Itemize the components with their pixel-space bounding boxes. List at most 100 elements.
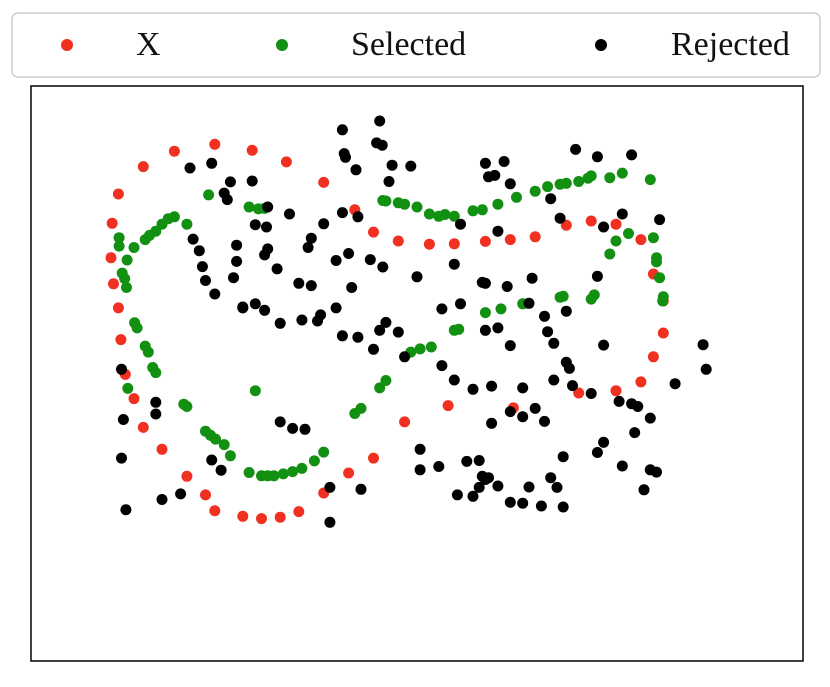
point-selected-25 xyxy=(318,446,330,458)
point-selected-5 xyxy=(131,322,143,334)
point-rejected-154 xyxy=(517,497,529,509)
point-rejected-132 xyxy=(414,464,426,476)
point-rejected-115 xyxy=(117,414,129,425)
point-x-46 xyxy=(112,188,124,200)
point-rejected-73 xyxy=(271,263,283,275)
point-rejected-111 xyxy=(489,169,501,181)
point-selected-21 xyxy=(277,468,289,480)
point-selected-61 xyxy=(511,191,522,203)
point-rejected-102 xyxy=(455,298,466,310)
point-rejected-50 xyxy=(644,412,656,424)
point-selected-83 xyxy=(121,254,133,266)
point-rejected-106 xyxy=(542,326,554,338)
point-rejected-68 xyxy=(346,282,358,293)
point-rejected-33 xyxy=(436,360,448,372)
point-rejected-133 xyxy=(461,455,473,467)
legend-marker-rejected xyxy=(595,39,607,51)
point-rejected-97 xyxy=(352,211,364,223)
point-x-10 xyxy=(209,505,221,517)
point-rejected-51 xyxy=(669,378,681,390)
point-x-32 xyxy=(529,231,541,243)
point-rejected-156 xyxy=(557,501,569,513)
point-rejected-3 xyxy=(336,124,348,136)
point-rejected-61 xyxy=(479,277,491,289)
point-selected-47 xyxy=(651,256,662,268)
point-rejected-120 xyxy=(156,494,168,505)
point-rejected-94 xyxy=(305,232,317,244)
point-rejected-128 xyxy=(355,483,367,495)
point-rejected-99 xyxy=(315,309,327,321)
point-x-45 xyxy=(137,161,149,173)
point-rejected-101 xyxy=(436,303,448,315)
point-rejected-127 xyxy=(324,481,336,493)
point-x-19 xyxy=(442,400,454,412)
point-selected-71 xyxy=(392,197,404,209)
point-x-29 xyxy=(610,218,622,230)
point-rejected-89 xyxy=(221,194,233,206)
point-rejected-57 xyxy=(539,310,550,322)
point-rejected-96 xyxy=(336,207,348,219)
point-rejected-47 xyxy=(585,388,597,399)
legend: X Selected Rejected xyxy=(11,12,821,78)
point-rejected-114 xyxy=(116,363,127,375)
point-selected-28 xyxy=(374,382,386,394)
point-rejected-155 xyxy=(535,500,547,512)
point-selected-73 xyxy=(377,195,389,206)
point-rejected-8 xyxy=(405,160,417,172)
point-rejected-14 xyxy=(545,193,557,205)
point-selected-16 xyxy=(224,450,236,462)
point-rejected-9 xyxy=(383,176,395,187)
point-rejected-37 xyxy=(517,382,529,394)
point-rejected-44 xyxy=(539,415,550,427)
legend-marker-selected xyxy=(276,39,288,51)
point-rejected-7 xyxy=(386,159,398,171)
point-rejected-144 xyxy=(629,427,641,439)
point-rejected-137 xyxy=(523,481,535,493)
point-rejected-45 xyxy=(529,402,541,414)
point-selected-23 xyxy=(296,462,308,474)
point-rejected-134 xyxy=(473,455,485,466)
point-rejected-18 xyxy=(598,221,610,233)
point-x-37 xyxy=(392,235,404,247)
point-rejected-59 xyxy=(501,281,513,292)
point-rejected-58 xyxy=(523,297,535,309)
point-rejected-70 xyxy=(302,242,314,253)
point-selected-85 xyxy=(243,201,255,213)
point-rejected-109 xyxy=(492,225,504,237)
point-rejected-36 xyxy=(486,380,498,392)
point-selected-63 xyxy=(476,204,488,216)
point-rejected-100 xyxy=(380,316,392,328)
point-rejected-62 xyxy=(448,258,460,270)
point-rejected-75 xyxy=(231,255,243,267)
point-rejected-117 xyxy=(150,408,162,420)
point-rejected-82 xyxy=(196,261,208,273)
point-rejected-143 xyxy=(598,436,610,448)
point-selected-84 xyxy=(116,267,128,279)
point-x-6 xyxy=(137,421,149,433)
point-rejected-91 xyxy=(249,219,261,231)
point-rejected-110 xyxy=(455,218,466,230)
point-rejected-107 xyxy=(560,305,572,317)
point-rejected-80 xyxy=(259,304,271,316)
point-selected-41 xyxy=(588,289,600,301)
point-x-33 xyxy=(504,234,516,246)
point-rejected-6 xyxy=(350,164,362,176)
point-rejected-118 xyxy=(116,452,127,464)
point-selected-50 xyxy=(657,295,669,307)
point-selected-7 xyxy=(142,346,154,358)
point-rejected-27 xyxy=(336,330,348,342)
point-x-47 xyxy=(106,217,118,229)
point-x-2 xyxy=(112,302,124,314)
point-x-7 xyxy=(156,443,168,455)
point-rejected-112 xyxy=(206,157,218,169)
point-selected-62 xyxy=(492,198,504,210)
point-selected-60 xyxy=(529,185,541,197)
point-rejected-54 xyxy=(626,398,638,410)
point-rejected-67 xyxy=(330,255,342,266)
point-rejected-141 xyxy=(591,447,603,458)
point-selected-29 xyxy=(380,375,392,386)
point-rejected-152 xyxy=(473,481,485,493)
point-rejected-10 xyxy=(479,157,491,169)
point-x-1 xyxy=(108,278,119,290)
point-x-16 xyxy=(343,467,355,479)
